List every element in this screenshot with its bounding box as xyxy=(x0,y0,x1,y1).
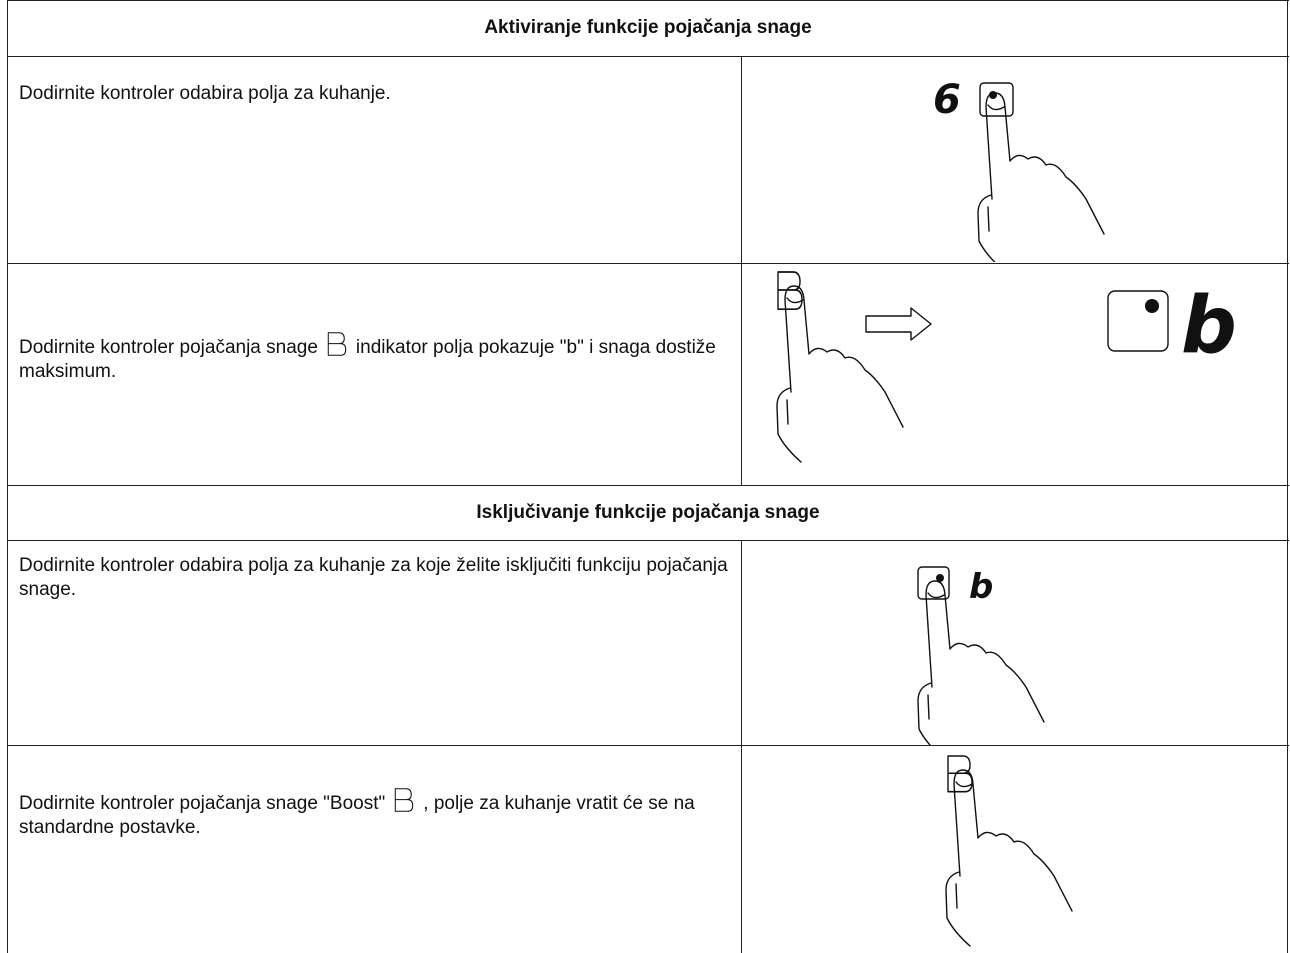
button-dot xyxy=(1145,299,1159,313)
border xyxy=(7,745,1289,746)
border xyxy=(7,485,1289,486)
border xyxy=(741,56,742,485)
border xyxy=(7,56,1289,57)
display-digit: b xyxy=(969,567,993,607)
illustration: 6 xyxy=(933,77,1105,262)
step-text: Dodirnite kontroler pojačanja snage "Boo… xyxy=(19,788,731,840)
text: Dodirnite kontroler pojačanja snage "Boo… xyxy=(19,793,386,814)
boost-icon xyxy=(395,788,414,812)
text: Dodirnite kontroler odabira polja za kuh… xyxy=(19,83,391,104)
illustration: b xyxy=(917,566,1045,745)
section-title: Isključivanje funkcije pojačanja snage xyxy=(476,502,820,523)
text: indikator polja pokazuje "b" i snaga dos… xyxy=(19,337,716,382)
display-digit: 6 xyxy=(933,77,961,123)
button xyxy=(917,566,950,600)
step-text: Dodirnite kontroler odabira polja za kuh… xyxy=(19,554,731,602)
illustration xyxy=(945,755,1073,947)
display-digit: b xyxy=(1181,281,1237,371)
border xyxy=(741,540,742,953)
border xyxy=(7,0,1289,1)
border xyxy=(7,0,8,953)
section-title: Aktiviranje funkcije pojačanja snage xyxy=(484,17,812,38)
border xyxy=(1287,0,1288,953)
button xyxy=(1107,290,1169,352)
text: Dodirnite kontroler odabira polja za kuh… xyxy=(19,555,728,600)
border xyxy=(7,263,1289,264)
button xyxy=(979,82,1014,117)
illustration: b xyxy=(776,271,1237,463)
button-dot xyxy=(936,574,944,582)
text: , polje za kuhanje vratit će se na stand… xyxy=(19,793,695,838)
step-text: Dodirnite kontroler odabira polja za kuh… xyxy=(19,82,731,106)
border xyxy=(7,540,1289,541)
boost-icon xyxy=(327,332,347,356)
arrow xyxy=(865,307,932,341)
step-text: Dodirnite kontroler pojačanja snage indik… xyxy=(19,332,731,384)
text: Dodirnite kontroler pojačanja snage xyxy=(19,337,318,358)
